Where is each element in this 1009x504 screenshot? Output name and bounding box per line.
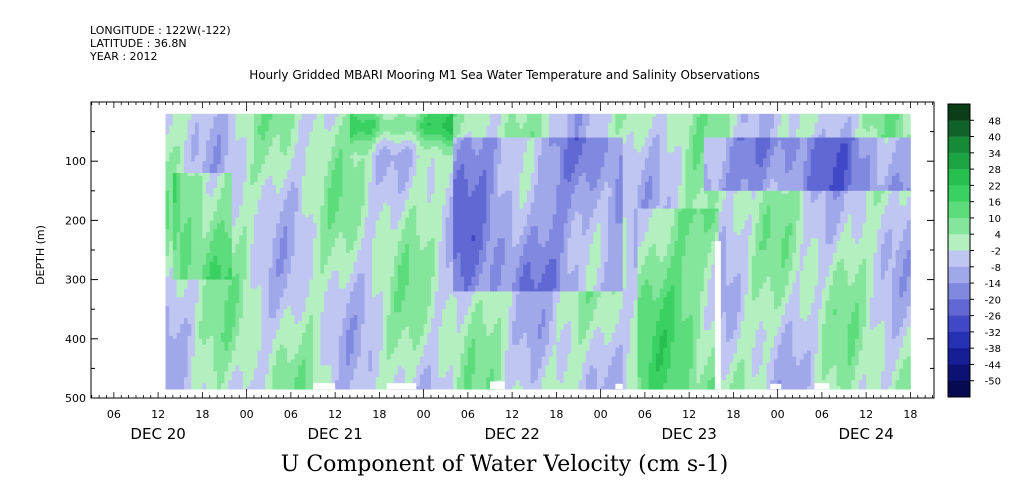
colorbar-swatch xyxy=(948,217,970,235)
colorbar-swatch xyxy=(948,201,970,219)
colorbar-swatch xyxy=(948,364,970,382)
colorbar-label: 28 xyxy=(988,165,1001,176)
colorbar-swatch xyxy=(948,234,970,251)
x-day-label: DEC 23 xyxy=(661,425,716,443)
x-day-label: DEC 24 xyxy=(838,425,893,443)
x-tick-label: 12 xyxy=(151,408,165,421)
x-tick-label: 06 xyxy=(284,408,298,421)
x-tick-label: 12 xyxy=(859,408,873,421)
x-tick-label: 18 xyxy=(903,408,917,421)
chart-title: Hourly Gridded MBARI Mooring M1 Sea Wate… xyxy=(249,68,760,82)
colorbar-label: 16 xyxy=(988,198,1001,209)
colorbar-label: -32 xyxy=(985,328,1001,339)
x-tick-label: 18 xyxy=(726,408,740,421)
x-tick-label: 18 xyxy=(549,408,563,421)
colorbar-swatch xyxy=(948,348,970,365)
y-tick-label: 100 xyxy=(65,155,86,168)
missing-data-region xyxy=(770,383,782,390)
x-tick-label: 06 xyxy=(815,408,829,421)
y-tick-label: 500 xyxy=(65,392,86,405)
colorbar-swatch xyxy=(948,152,970,170)
colorbar-swatch xyxy=(948,250,970,268)
x-tick-label: 00 xyxy=(594,408,608,421)
colorbar-label: -44 xyxy=(985,360,1001,371)
data-gaps xyxy=(312,241,830,390)
y-tick-label: 300 xyxy=(65,274,86,287)
longitude-label: LONGITUDE : 122W(-122) xyxy=(90,24,231,37)
x-tick-label: 06 xyxy=(461,408,475,421)
colorbar-swatch xyxy=(948,299,970,316)
x-tick-label: 06 xyxy=(107,408,121,421)
x-tick-label: 12 xyxy=(682,408,696,421)
colorbar-label: 4 xyxy=(995,230,1001,241)
colorbar-label: -38 xyxy=(985,344,1001,355)
colorbar-label: -14 xyxy=(985,279,1001,290)
y-axis-ticks: 100 200 300 400 500 xyxy=(65,131,934,405)
colorbar-label: -8 xyxy=(991,263,1001,274)
x-axis-label: U Component of Water Velocity (cm s-1) xyxy=(280,452,729,477)
x-day-label: DEC 21 xyxy=(307,425,362,443)
colorbar-label: 40 xyxy=(988,133,1001,144)
x-tick-label: 00 xyxy=(417,408,431,421)
colorbar-label: -26 xyxy=(985,312,1001,323)
year-label: YEAR : 2012 xyxy=(90,50,158,63)
x-day-label: DEC 20 xyxy=(130,425,185,443)
velocity-heatmap-chart: 06 12 18 00 06 12 18 00 06 12 18 00 06 12 18 00 06 12 18 DE… xyxy=(34,101,1001,443)
colorbar-label: -20 xyxy=(985,295,1001,306)
colorbar-label: 48 xyxy=(988,116,1001,127)
y-axis-label: DEPTH (m) xyxy=(34,225,47,285)
colorbar-label: 22 xyxy=(988,181,1001,192)
colorbar-swatch xyxy=(948,169,970,186)
missing-data-region xyxy=(490,381,505,390)
colorbar-swatch xyxy=(948,266,970,284)
missing-data-region xyxy=(814,383,830,390)
missing-data-region xyxy=(615,383,623,390)
missing-data-region xyxy=(386,383,417,390)
x-axis-ticks: 06 12 18 00 06 12 18 00 06 12 18 00 06 12 18 00 06 12 18 DE… xyxy=(91,102,933,443)
colorbar-label: -2 xyxy=(991,247,1001,258)
x-tick-label: 12 xyxy=(505,408,519,421)
x-tick-label: 18 xyxy=(372,408,386,421)
colorbar-swatch xyxy=(948,315,970,333)
missing-data-region xyxy=(714,241,721,390)
missing-data-region xyxy=(312,383,336,390)
y-tick-label: 200 xyxy=(65,214,86,227)
x-tick-label: 00 xyxy=(771,408,785,421)
y-tick-label: 400 xyxy=(65,333,86,346)
colorbar-swatch xyxy=(948,185,970,202)
x-tick-label: 12 xyxy=(328,408,342,421)
colorbar-label: -50 xyxy=(985,377,1001,388)
x-tick-label: 18 xyxy=(195,408,209,421)
x-tick-label: 06 xyxy=(638,408,652,421)
colorbar-swatch xyxy=(948,120,970,137)
x-day-label: DEC 22 xyxy=(484,425,539,443)
colorbar-swatch xyxy=(948,104,970,121)
colorbar-label: 10 xyxy=(988,214,1001,225)
colorbar-label: 34 xyxy=(988,149,1001,160)
colorbar-swatch xyxy=(948,283,970,300)
colorbar-swatch xyxy=(948,136,970,154)
heatmap-field xyxy=(165,113,911,390)
x-tick-label: 00 xyxy=(240,408,254,421)
latitude-label: LATITUDE : 36.8N xyxy=(90,37,187,50)
colorbar: 48 40 34 28 22 16 10 4 -2 -8 -14 -20 -26 -32 -38 -44 -50 xyxy=(947,103,1001,398)
colorbar-swatch xyxy=(948,331,970,349)
colorbar-swatch xyxy=(948,380,970,398)
